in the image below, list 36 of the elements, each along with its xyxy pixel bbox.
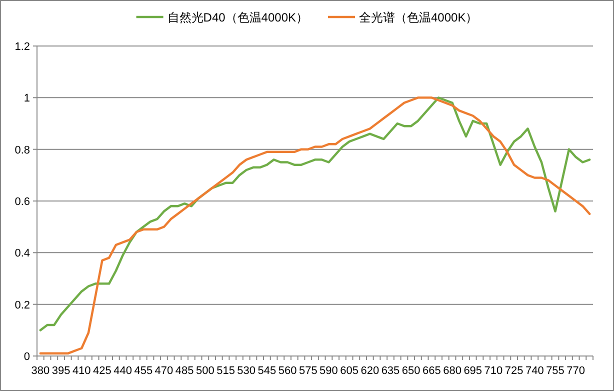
x-tick-label: 755 <box>546 365 564 377</box>
y-tick-label: 0.8 <box>14 144 30 156</box>
legend-label: 全光谱（色温4000K） <box>359 10 478 24</box>
x-tick-label: 620 <box>360 365 380 377</box>
x-tick-label: 425 <box>93 365 112 377</box>
y-tick-label: 0.4 <box>14 248 30 260</box>
y-tick-label: 0.2 <box>14 299 30 312</box>
x-tick-label: 770 <box>566 365 586 377</box>
x-tick-label: 500 <box>196 365 214 377</box>
x-tick-label: 440 <box>114 365 132 377</box>
x-tick-label: 650 <box>402 365 420 377</box>
x-tick-label: 380 <box>31 365 50 377</box>
x-tick-label: 710 <box>484 365 503 377</box>
x-tick-label: 575 <box>298 365 318 377</box>
y-tick-label: 1 <box>24 92 30 105</box>
x-tick-label: 530 <box>237 365 256 377</box>
x-tick-label: 470 <box>154 365 174 377</box>
x-tick-label: 515 <box>216 365 235 377</box>
y-tick-label: 1.2 <box>14 41 30 53</box>
x-tick-label: 635 <box>381 365 400 377</box>
x-tick-label: 590 <box>320 365 338 377</box>
x-tick-label: 545 <box>258 365 276 377</box>
y-tick-label: 0.6 <box>14 196 30 208</box>
x-tick-label: 665 <box>422 365 441 377</box>
x-tick-label: 455 <box>134 365 153 377</box>
x-tick-label: 395 <box>52 365 70 377</box>
x-tick-label: 560 <box>278 365 297 377</box>
x-tick-label: 410 <box>72 365 91 377</box>
x-tick-label: 695 <box>464 365 482 377</box>
x-tick-label: 485 <box>175 365 194 377</box>
legend-label: 自然光D40（色温4000K） <box>167 10 308 24</box>
x-tick-label: 680 <box>443 365 462 377</box>
y-tick-label: 0 <box>24 351 30 363</box>
x-tick-label: 725 <box>504 365 524 377</box>
x-tick-label: 605 <box>340 365 358 377</box>
x-tick-label: 740 <box>525 365 544 377</box>
